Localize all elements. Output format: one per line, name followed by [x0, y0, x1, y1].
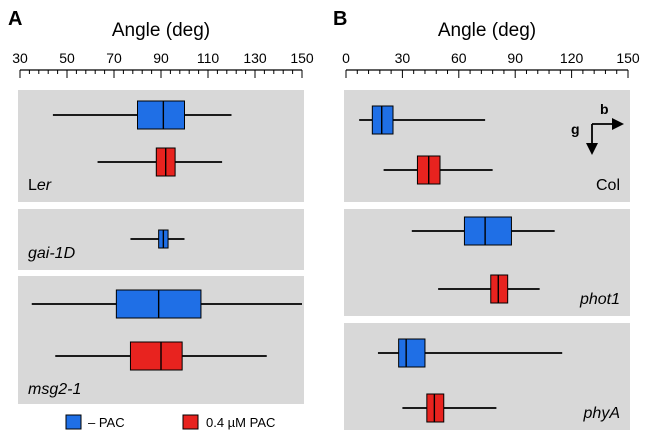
x-tick-label: 0: [342, 50, 350, 66]
legend-label: – PAC: [88, 415, 125, 430]
panel-A: A Angle (deg) 30 50 70 90 110 130 150 Ler gai-1D ms…: [8, 8, 314, 404]
group-label: msg2-1: [28, 381, 81, 398]
box-neg: [52, 100, 232, 130]
b-arrow-head: [612, 118, 624, 130]
x-tick-label: 120: [560, 50, 584, 66]
group-1: phot1: [344, 209, 630, 316]
legend-swatch: [65, 414, 82, 430]
x-tick-label: 130: [243, 50, 267, 66]
x-tick-label: 110: [197, 50, 220, 66]
box-pos: [97, 147, 223, 177]
x-tick-label: 30: [395, 50, 411, 66]
direction-indicator: bg: [571, 101, 624, 155]
x-tick-label: 30: [12, 50, 28, 66]
box-neg: [411, 216, 555, 246]
box-neg: [130, 229, 185, 249]
x-tick-label: 60: [451, 50, 467, 66]
box-pos: [55, 341, 267, 371]
g-arrow-head: [586, 143, 598, 155]
group-label-part: phot1: [579, 291, 620, 308]
box-pos: [383, 155, 493, 185]
group-label-part: gai-1D: [28, 245, 76, 262]
x-axis-title: Angle (deg): [438, 20, 536, 41]
legend-swatch: [182, 414, 199, 430]
box-neg: [359, 105, 486, 135]
box-pos: [438, 274, 540, 304]
group-label: Ler: [28, 177, 52, 194]
x-axis-title: Angle (deg): [112, 20, 210, 41]
group-label-part: L: [28, 177, 37, 194]
group-label-part: er: [37, 177, 52, 194]
iqr-box: [129, 341, 183, 371]
group-label-part: phyA: [583, 405, 620, 422]
x-tick-label: 70: [106, 50, 122, 66]
x-tick-label: 150: [290, 50, 314, 66]
group-2: msg2-1: [18, 276, 304, 404]
group-label: phot1: [579, 291, 620, 308]
group-label: gai-1D: [28, 245, 76, 262]
x-tick-label: 90: [153, 50, 169, 66]
legend-item-neg: – PAC: [65, 414, 125, 430]
group-label-part: Col: [596, 177, 620, 194]
iqr-box: [426, 393, 445, 423]
legend-label: 0.4 µM PAC: [206, 415, 275, 430]
x-tick-label: 90: [507, 50, 523, 66]
panel-letter: B: [333, 8, 347, 30]
group-label-part: msg2-1: [28, 381, 81, 398]
group-0: Ler: [18, 90, 304, 202]
iqr-box: [490, 274, 509, 304]
group-background: [344, 323, 630, 430]
iqr-box: [463, 216, 512, 246]
box-pos: [402, 393, 497, 423]
legend-item-pos: 0.4 µM PAC: [182, 414, 275, 430]
group-2: phyA: [344, 323, 630, 430]
b-label: b: [600, 101, 609, 117]
iqr-box: [371, 105, 394, 135]
group-label: Col: [596, 177, 620, 194]
iqr-box: [137, 100, 185, 130]
panel-letter: A: [8, 8, 22, 30]
box-neg: [377, 338, 563, 368]
iqr-box: [398, 338, 426, 368]
x-tick-label: 50: [59, 50, 75, 66]
g-label: g: [571, 121, 580, 137]
group-label: phyA: [583, 405, 620, 422]
x-tick-label: 150: [616, 50, 640, 66]
group-1: gai-1D: [18, 209, 304, 270]
box-neg: [31, 289, 302, 319]
